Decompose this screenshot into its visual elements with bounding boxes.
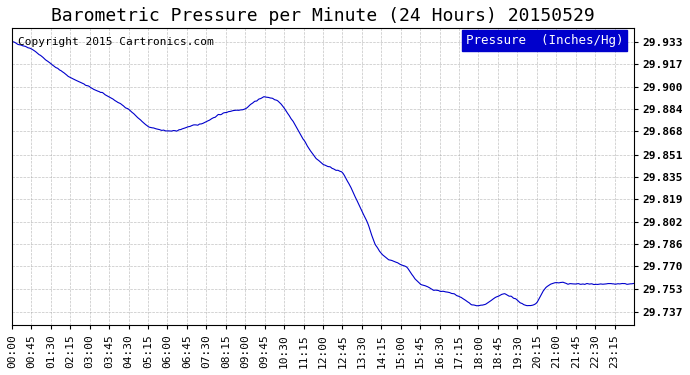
Title: Barometric Pressure per Minute (24 Hours) 20150529: Barometric Pressure per Minute (24 Hours…	[51, 7, 595, 25]
Text: Copyright 2015 Cartronics.com: Copyright 2015 Cartronics.com	[18, 37, 214, 47]
Text: Pressure  (Inches/Hg): Pressure (Inches/Hg)	[466, 34, 623, 47]
